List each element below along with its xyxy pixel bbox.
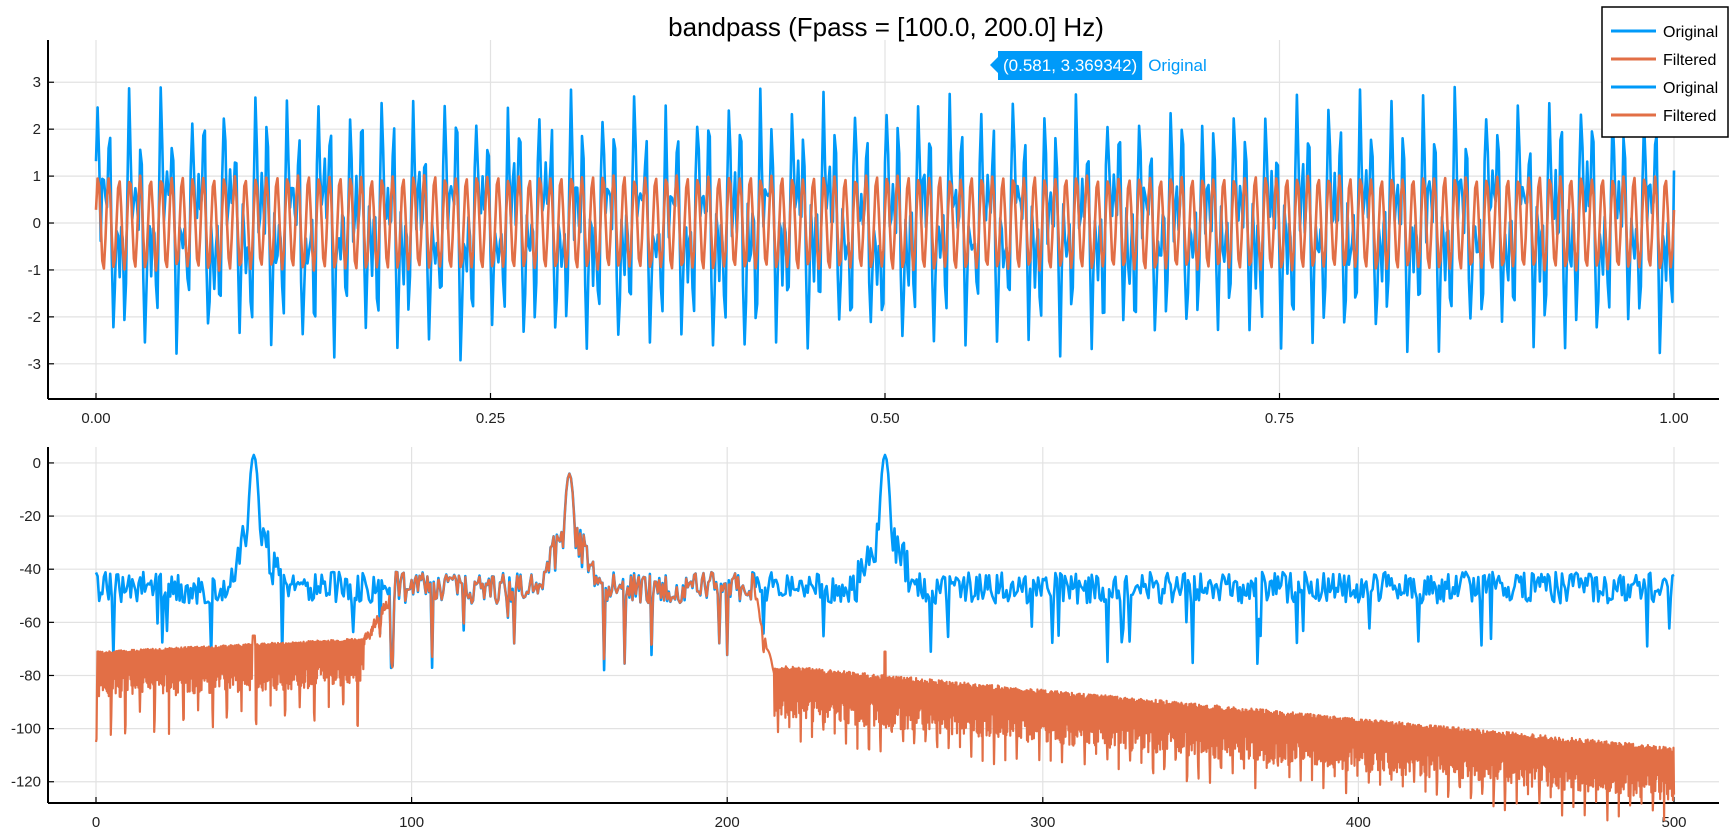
series-original-spectrum-line [94,453,1675,672]
data-tooltip: (0.581, 3.369342) Original [990,51,1207,80]
y-tick-label: -100 [11,721,41,738]
legend-label: Original [1663,24,1718,41]
time-plot: 0.00 0.25 0.50 0.75 1.00 3 2 1 0 -1 -2 -3 [28,40,1719,427]
x-tick-label: 0.25 [476,410,505,427]
chart-title: bandpass (Fpass = [100.0, 200.0] Hz) [668,12,1104,42]
y-tick-label: -60 [19,614,41,631]
x-tick-label: 300 [1030,814,1055,831]
x-tick-label: 1.00 [1659,410,1688,427]
y-tick-label: -1 [28,262,41,279]
y-tick-label: 1 [33,168,41,185]
x-tick-label: 0.75 [1265,410,1294,427]
series-filtered-line [94,174,1676,272]
y-tick-label: 0 [33,215,41,232]
x-tick-label: 0.50 [870,410,899,427]
y-tick-label: -2 [28,309,41,326]
legend-label: Original [1663,80,1718,97]
tooltip-value: (0.581, 3.369342) [1003,56,1137,75]
legend-label: Filtered [1663,108,1716,125]
y-tick-label: 0 [33,455,41,472]
tooltip-pointer [990,57,998,73]
legend: Original Filtered Original Filtered [1601,6,1729,138]
x-tick-label: 0 [92,814,100,831]
y-tick-label: -3 [28,356,41,373]
x-tick-label: 0.00 [81,410,110,427]
series-filtered-spectrum-line [94,472,1676,822]
y-tick-label: -40 [19,561,41,578]
legend-label: Filtered [1663,52,1716,69]
x-tick-label: 200 [715,814,740,831]
x-tick-label: 100 [399,814,424,831]
x-tick-label: 500 [1661,814,1686,831]
x-tick-label: 400 [1346,814,1371,831]
y-tick-label: -20 [19,508,41,525]
tooltip-series: Original [1148,56,1207,75]
spectrum-plot: 0 100 200 300 400 500 0 -20 -40 -60 -80 -100 -120 [11,447,1719,831]
y-tick-label: -80 [19,667,41,684]
y-tick-label: -120 [11,774,41,791]
y-tick-label: 2 [33,121,41,138]
tooltip-box [998,51,1143,80]
y-tick-label: 3 [33,74,41,91]
